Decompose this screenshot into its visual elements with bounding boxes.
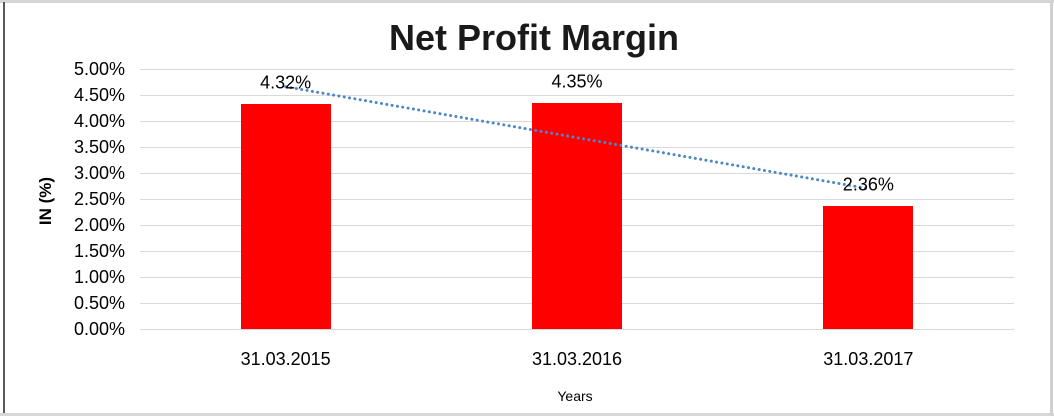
y-tick-label: 1.00%	[73, 267, 125, 287]
gridline	[140, 329, 1014, 330]
y-tick-label: 5.00%	[73, 59, 125, 79]
y-tick-label: 2.00%	[73, 215, 125, 235]
y-tick-label: 0.00%	[73, 319, 125, 339]
x-tick-label: 31.03.2015	[240, 349, 331, 369]
x-tick-label: 31.03.2016	[531, 349, 623, 369]
bar	[240, 104, 331, 329]
y-tick-label: 1.50%	[73, 241, 125, 261]
frame-border-left	[3, 2, 5, 413]
trendline-path	[284, 85, 870, 191]
y-tick-label: 3.00%	[73, 163, 125, 183]
data-label: 4.32%	[260, 72, 312, 93]
y-tick-label: 2.50%	[73, 189, 125, 209]
y-tick-label: 4.50%	[73, 85, 125, 105]
chart-title: Net Profit Margin	[388, 17, 680, 58]
bar	[532, 102, 622, 329]
gridline	[140, 69, 1014, 70]
trendline	[284, 85, 870, 191]
x-axis-title: Years	[557, 388, 593, 404]
y-axis-title: IN (%)	[36, 176, 55, 226]
frame-border-top	[0, 0, 1054, 3]
frame-border-right	[1050, 0, 1053, 416]
data-label: 2.36%	[842, 174, 894, 195]
data-label: 4.35%	[551, 71, 603, 92]
frame-border-bottom	[0, 413, 1054, 416]
y-tick-label: 3.50%	[73, 137, 125, 157]
plot-area: 4.32% 4.35% 2.36%	[140, 69, 1014, 330]
x-tick-label: 31.03.2017	[823, 349, 914, 369]
gridline	[140, 95, 1014, 96]
y-tick-label: 0.50%	[73, 293, 125, 313]
y-tick-label: 4.00%	[73, 111, 125, 131]
bar	[823, 206, 914, 329]
